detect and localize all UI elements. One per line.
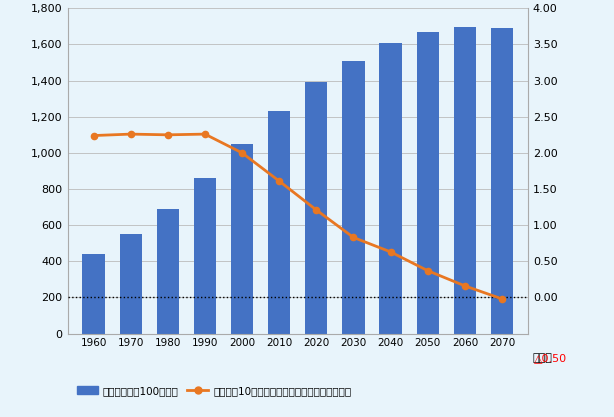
Bar [305,83,327,334]
Bar [194,178,216,334]
Bar [231,144,253,334]
Bar [491,28,513,334]
Bar [454,28,476,334]
Bar [379,43,402,334]
Bar [82,254,104,334]
Legend: 人口（単位：100万人）, 増加率（10年間の年率換算、単位：％）／右軸: 人口（単位：100万人）, 増加率（10年間の年率換算、単位：％）／右軸 [72,382,356,400]
Bar [157,209,179,334]
Bar [417,32,439,334]
Bar [343,61,365,334]
Text: （年）: （年） [532,353,552,363]
Bar [268,111,290,334]
Bar [120,234,142,334]
Text: △0.50: △0.50 [534,353,567,363]
